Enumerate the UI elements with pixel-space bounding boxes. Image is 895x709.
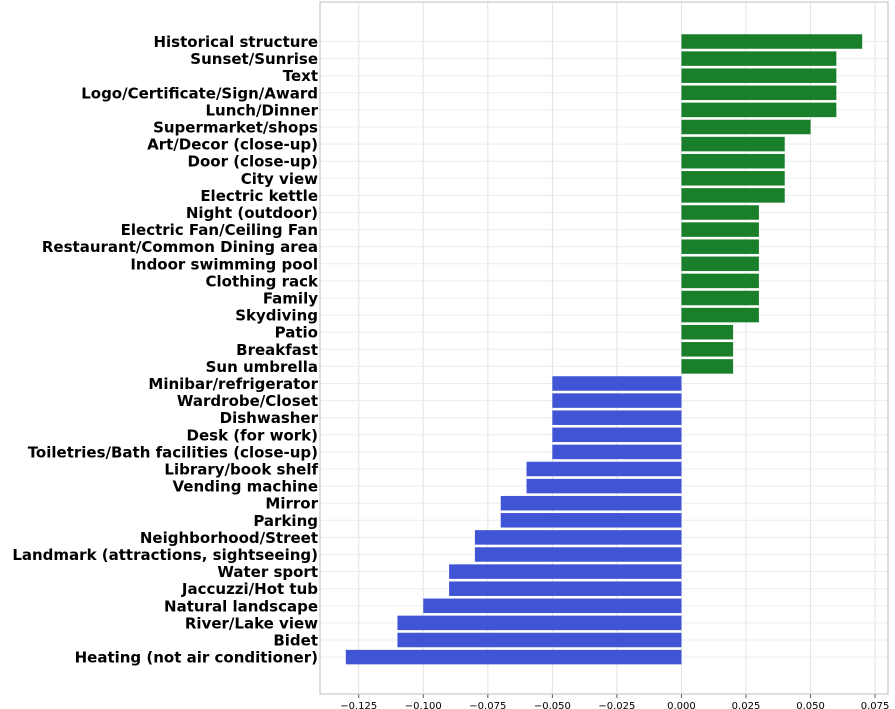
- category-label: Bidet: [273, 632, 318, 650]
- bar: [552, 410, 682, 425]
- bar: [397, 632, 682, 648]
- category-label: Skydiving: [235, 307, 318, 325]
- bar: [681, 68, 837, 83]
- category-label: Electric Fan/Ceiling Fan: [121, 221, 318, 239]
- bar: [681, 273, 759, 289]
- bar: [681, 188, 785, 203]
- category-label: Dishwasher: [220, 409, 319, 427]
- x-tick-label: 0.000: [667, 701, 696, 709]
- bar: [681, 119, 811, 135]
- x-tick-label: −0.025: [598, 701, 635, 709]
- category-label: Natural landscape: [164, 597, 318, 615]
- bar: [681, 153, 785, 169]
- bar: [681, 256, 759, 272]
- bar: [681, 205, 759, 220]
- category-label: Electric kettle: [200, 187, 318, 205]
- category-label: Clothing rack: [206, 272, 319, 290]
- x-tick-label: −0.075: [469, 701, 506, 709]
- category-label: Lunch/Dinner: [206, 101, 319, 119]
- bar: [552, 376, 682, 391]
- bar: [681, 136, 785, 152]
- bar: [345, 649, 682, 665]
- bar: [423, 598, 682, 614]
- category-label: Vending machine: [173, 478, 318, 496]
- bar: [681, 342, 734, 357]
- bar: [681, 222, 759, 237]
- bar: [526, 461, 682, 477]
- bar: [474, 547, 682, 562]
- category-label: Water sport: [217, 563, 318, 581]
- category-label: Supermarket/shops: [153, 119, 318, 137]
- category-label: Parking: [253, 512, 318, 530]
- x-tick-label: 0.025: [732, 701, 761, 709]
- bar: [681, 102, 837, 118]
- bar: [681, 239, 759, 254]
- x-tick-label: −0.050: [534, 701, 571, 709]
- bar: [681, 359, 734, 374]
- category-label: Breakfast: [236, 341, 318, 359]
- category-label: Door (close-up): [188, 153, 318, 171]
- category-label: Landmark (attractions, sightseeing): [12, 546, 318, 564]
- plot-frame: [319, 1, 889, 695]
- bar: [681, 51, 837, 66]
- category-label: Family: [263, 290, 318, 308]
- bar: [500, 495, 682, 511]
- category-label: Sun umbrella: [206, 358, 318, 376]
- x-tick-label: −0.100: [405, 701, 442, 709]
- bar: [552, 444, 682, 460]
- bar: [500, 513, 682, 528]
- x-tick-label: −0.125: [340, 701, 377, 709]
- bar: [681, 85, 837, 101]
- bar: [681, 307, 759, 323]
- category-label: Mirror: [265, 495, 318, 513]
- category-label: Library/book shelf: [164, 461, 318, 479]
- category-label: Logo/Certificate/Sign/Award: [81, 84, 318, 102]
- x-axis-ticks: −0.125 −0.100 −0.075 −0.050 −0.025 0.000 0.025…: [340, 694, 889, 709]
- category-label: Jaccuzzi/Hot tub: [181, 580, 318, 598]
- category-label: Art/Decor (close-up): [147, 136, 318, 154]
- category-labels: Historical structureSunset/SunriseTextLo…: [12, 33, 319, 667]
- category-label: Patio: [275, 324, 318, 342]
- bar: [681, 34, 863, 49]
- bar: [552, 393, 682, 408]
- category-label: Wardrobe/Closet: [177, 392, 318, 410]
- category-label: Sunset/Sunrise: [190, 50, 318, 68]
- category-label: River/Lake view: [185, 614, 318, 632]
- category-label: Toiletries/Bath facilities (close-up): [28, 443, 318, 461]
- bar: [474, 530, 682, 545]
- bar: [681, 290, 759, 306]
- category-label: Heating (not air conditioner): [75, 649, 318, 667]
- category-label: Night (outdoor): [186, 204, 318, 222]
- category-label: Minibar/refrigerator: [148, 375, 318, 393]
- category-label: Neighborhood/Street: [140, 529, 318, 547]
- x-tick-label: 0.075: [861, 701, 890, 709]
- category-label: Text: [283, 67, 318, 85]
- bar: [397, 615, 682, 631]
- category-label: City view: [241, 170, 318, 188]
- category-label: Historical structure: [153, 33, 318, 51]
- category-label: Restaurant/Common Dining area: [42, 238, 318, 256]
- category-label: Indoor swimming pool: [130, 255, 318, 273]
- category-label: Desk (for work): [187, 426, 318, 444]
- bars: [345, 34, 863, 665]
- bar: [449, 564, 682, 579]
- bar: [552, 427, 682, 443]
- x-tick-label: 0.050: [796, 701, 825, 709]
- bar: [681, 324, 734, 340]
- bar: [449, 581, 682, 596]
- bar: [526, 478, 682, 494]
- bar: [681, 171, 785, 186]
